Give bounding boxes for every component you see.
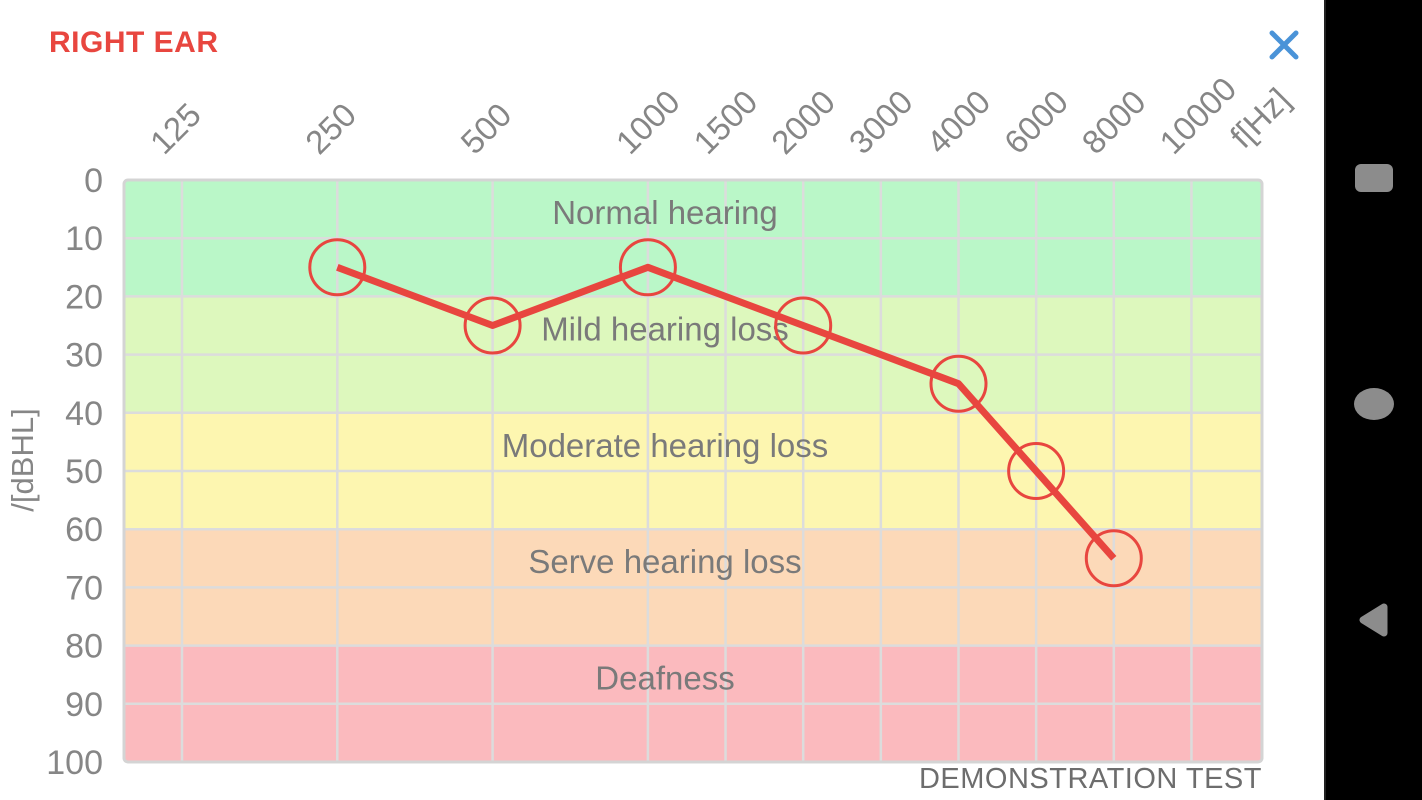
recents-square-icon[interactable]: [1355, 164, 1393, 192]
audiogram-panel: RIGHT EAR Normal hearing Mild hearing los…: [5, 26, 1303, 795]
x-tick-label: 4000: [919, 83, 997, 161]
y-axis-label: /[dBHL]: [5, 408, 40, 511]
x-tick-label: 8000: [1075, 83, 1153, 161]
x-tick-label: 3000: [842, 83, 920, 161]
band-label: Mild hearing loss: [541, 310, 789, 347]
y-tick-label: 60: [65, 511, 103, 549]
data-point-marker: [929, 354, 988, 413]
back-triangle-icon[interactable]: [1357, 602, 1391, 638]
android-nav-bar: [1324, 0, 1422, 800]
x-tick-label: 1500: [686, 83, 764, 161]
x-tick-label: 125: [143, 96, 208, 161]
y-tick-label: 0: [84, 162, 103, 200]
demonstration-test-label: DEMONSTRATION TEST: [918, 763, 1262, 795]
x-tick-label: 1000: [609, 83, 687, 161]
x-tick-label: 250: [298, 96, 363, 161]
x-tick-label: 6000: [997, 83, 1075, 161]
y-tick-label: 70: [65, 569, 103, 607]
data-point-marker: [774, 296, 833, 355]
band-label: Serve hearing loss: [528, 543, 801, 580]
band-label: Normal hearing: [552, 194, 778, 231]
home-circle-icon[interactable]: [1354, 388, 1394, 420]
y-tick-label: 30: [65, 337, 103, 375]
x-tick-label: 2000: [764, 83, 842, 161]
data-point-marker: [1084, 529, 1143, 588]
y-tick-label: 10: [65, 220, 103, 258]
data-point-marker: [308, 238, 367, 297]
audiogram-chart: Normal hearing Mild hearing loss Moderate …: [5, 70, 1297, 782]
page-title: RIGHT EAR: [49, 26, 219, 59]
y-tick-label: 90: [65, 686, 103, 724]
band-label: Moderate hearing loss: [502, 427, 829, 464]
x-tick-label: 500: [453, 96, 518, 161]
y-tick-label: 50: [65, 453, 103, 491]
close-button[interactable]: [1265, 26, 1303, 64]
data-point-marker: [618, 238, 677, 297]
y-tick-label: 100: [46, 744, 103, 782]
close-icon: [1269, 30, 1299, 60]
y-tick-label: 20: [65, 278, 103, 316]
band-label: Deafness: [595, 660, 734, 697]
y-tick-label: 40: [65, 395, 103, 433]
x-tick-label: 10000: [1152, 70, 1243, 161]
y-tick-label: 80: [65, 628, 103, 666]
data-point-marker: [1007, 442, 1066, 500]
audiogram-line: [336, 263, 1117, 561]
plot-border: [122, 178, 1264, 764]
data-point-marker: [463, 296, 522, 355]
